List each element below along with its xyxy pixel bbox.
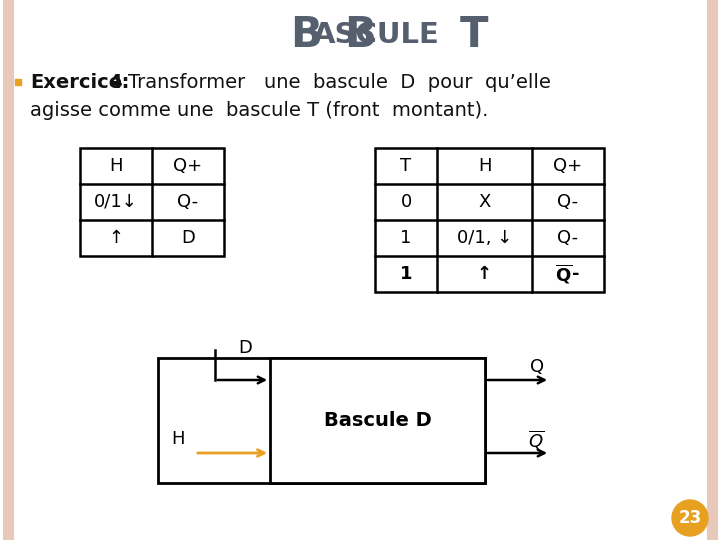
Text: 1: 1: [400, 229, 412, 247]
Text: H: H: [109, 157, 122, 175]
Bar: [270, 358, 485, 483]
Text: Transformer   une  bascule  D  pour  qu’elle: Transformer une bascule D pour qu’elle: [128, 72, 551, 91]
Text: Q-: Q-: [177, 193, 199, 211]
Text: 4:: 4:: [108, 72, 130, 91]
Text: Q+: Q+: [174, 157, 202, 175]
Text: ASCULE: ASCULE: [313, 21, 440, 49]
Text: 0/1, ↓: 0/1, ↓: [456, 229, 512, 247]
Text: Q-: Q-: [557, 193, 579, 211]
Text: Q+: Q+: [554, 157, 582, 175]
Bar: [80, 148, 224, 256]
Text: T: T: [400, 157, 412, 175]
Text: 23: 23: [678, 509, 701, 527]
Bar: [158, 358, 485, 483]
Text: ↑: ↑: [477, 265, 492, 283]
Text: 1: 1: [400, 265, 413, 283]
Text: 0: 0: [400, 193, 412, 211]
Text: Q-: Q-: [557, 229, 579, 247]
Text: D: D: [238, 339, 252, 357]
Bar: [375, 148, 604, 292]
Text: Bascule D: Bascule D: [323, 411, 431, 430]
Text: T: T: [460, 14, 488, 56]
Text: D: D: [181, 229, 195, 247]
Text: -: -: [572, 265, 580, 283]
Text: 0/1↓: 0/1↓: [94, 193, 138, 211]
Text: B: B: [344, 14, 376, 56]
Text: B: B: [290, 14, 322, 56]
Text: H: H: [478, 157, 491, 175]
Text: agisse comme une  bascule T (front  montant).: agisse comme une bascule T (front montan…: [30, 100, 488, 119]
Circle shape: [672, 500, 708, 536]
Text: Exercice: Exercice: [30, 72, 122, 91]
Text: X: X: [478, 193, 491, 211]
Text: $\mathbf{\overline{Q}}$: $\mathbf{\overline{Q}}$: [555, 262, 572, 286]
Text: ↑: ↑: [109, 229, 124, 247]
Text: H: H: [171, 430, 185, 448]
Text: $\overline{Q}$: $\overline{Q}$: [528, 429, 544, 451]
Text: Q: Q: [530, 358, 544, 376]
